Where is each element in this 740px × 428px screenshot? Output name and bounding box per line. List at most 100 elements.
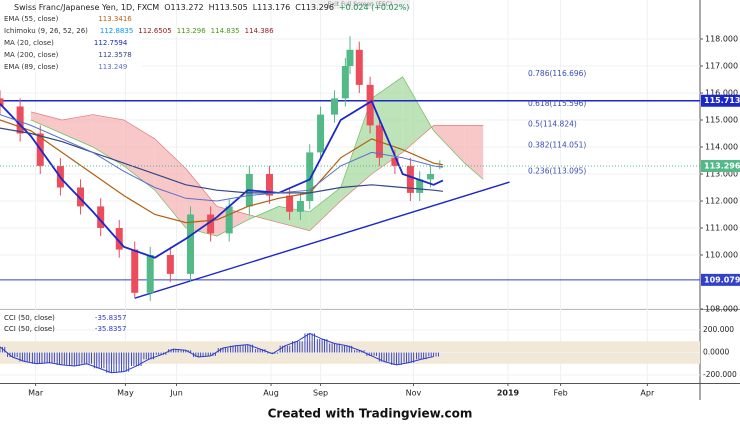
legend-row: MA (200, close) 112.3578 [4, 51, 132, 59]
candle-body [296, 200, 304, 212]
candle-body [115, 227, 123, 250]
legend-item: EMA (89, close) [4, 63, 59, 71]
legend-bg [2, 14, 142, 24]
cci-legend: CCI (50, close) -35.8357 [4, 314, 126, 322]
cci-legend-value: -35.8357 [95, 325, 126, 333]
y-tick-label: 114.000 [705, 142, 738, 151]
fib-label: 0.382(114.051) [528, 141, 586, 150]
header: Swiss Franc/Japanese Yen, 1D, FXCM O113.2… [14, 3, 409, 12]
y-tick-label: 116.000 [705, 88, 738, 97]
cloud-segment [464, 125, 484, 180]
cloud-segment [340, 98, 372, 201]
cci-legend-name: CCI (50, close) [4, 325, 55, 333]
x-tick-label: Mar [28, 389, 44, 398]
legend-bg [2, 50, 142, 60]
exit-note[interactable]: Exit Full Screen (ESC) [328, 1, 392, 8]
cloud-segment [433, 125, 465, 164]
cci-tick-label: 0.0000 [703, 348, 729, 357]
fib-label: 0.236(113.095) [528, 166, 586, 175]
legend-item: 113.296 [177, 27, 206, 35]
candle-body [346, 49, 354, 66]
header-open: O113.272 [164, 3, 203, 12]
x-tick-label: Aug [263, 389, 279, 398]
cci-line [0, 332, 434, 374]
cloud-segment [402, 76, 434, 153]
x-tick-label: Jun [169, 389, 183, 398]
cloud-segment [154, 138, 186, 228]
legend-row: EMA (55, close) 113.3416 [4, 15, 132, 23]
legend-item: MA (20, close) [4, 39, 54, 47]
indicator-line [0, 127, 443, 194]
level-label: 115.713 [704, 96, 740, 105]
fib-label: 0.786(116.696) [528, 69, 586, 78]
legend-item: 113.3416 [98, 15, 132, 23]
candle-body [391, 157, 399, 166]
indicator-line [0, 114, 443, 202]
candle-body [97, 206, 105, 228]
legend-item: 113.249 [98, 63, 127, 71]
y-tick-label: 108.000 [705, 305, 738, 314]
y-tick-label: 115.000 [705, 115, 738, 124]
fib-label: 0.618(115.596) [528, 99, 586, 108]
candle-body [146, 254, 154, 293]
level-label-box [701, 273, 740, 286]
legend-item: 114.386 [245, 27, 274, 35]
legend-item: 112.8835 [100, 27, 133, 35]
candle-body [406, 165, 414, 193]
level-label: 109.079 [704, 275, 740, 284]
y-tick-label: 118.000 [705, 34, 738, 43]
candle-body [0, 98, 4, 107]
x-tick-label: Sep [313, 389, 328, 398]
candle-body [317, 114, 325, 153]
y-tick-label: 111.000 [705, 223, 738, 232]
y-tick-label: 112.000 [705, 196, 738, 205]
candle-body [366, 84, 374, 126]
candle-body [131, 249, 139, 293]
candle-body [166, 254, 174, 274]
cloud-segment [61, 114, 93, 147]
candle-body [341, 65, 349, 99]
cci-tick-label: 200.000 [703, 325, 734, 334]
candle-body [265, 173, 273, 196]
candle-body [306, 152, 314, 201]
candle-body [427, 173, 435, 180]
cloud-segment [30, 111, 62, 134]
candle-body [331, 98, 339, 115]
header-low: L113.176 [253, 3, 291, 12]
cloud-segment [247, 206, 279, 223]
legend-item: 112.6505 [138, 27, 171, 35]
header-high: H113.505 [209, 3, 248, 12]
legend-bg [2, 26, 307, 36]
layer-mid [0, 36, 700, 374]
last-price-box [701, 160, 740, 173]
legend-item: 114.835 [211, 27, 240, 35]
indicator-line [0, 99, 444, 259]
cloud-span-b [30, 111, 484, 232]
legend-row: EMA (89, close) 113.249 [4, 63, 127, 71]
legend-item: MA (200, close) [4, 51, 59, 59]
candle-body [186, 214, 194, 274]
legend-item: EMA (55, close) [4, 15, 59, 23]
candle-body [207, 214, 215, 234]
x-tick-label: Apr [640, 389, 655, 398]
y-tick-label: 110.000 [705, 250, 738, 259]
cloud-span-a [30, 76, 484, 237]
footer: Created with Tradingview.com [268, 407, 473, 421]
trendline [134, 181, 510, 299]
candle-body [77, 187, 85, 207]
header-change: +0.024 (+0.02%) [339, 3, 410, 12]
x-tick-label: 2019 [497, 389, 520, 398]
x-tick-label: Nov [406, 389, 422, 398]
fib-label: 0.5(114.824) [528, 120, 577, 129]
legend-bg [2, 38, 142, 48]
legend-item: 112.7594 [94, 39, 128, 47]
candle-body [16, 106, 24, 134]
cci-tick-label: -200.000 [703, 370, 737, 379]
y-tick-label: 113.000 [705, 169, 738, 178]
x-tick-label: May [117, 389, 134, 398]
header-symbol: Swiss Franc/Japanese Yen, 1D, FXCM [14, 3, 159, 12]
candle-body [416, 179, 424, 193]
exit-box[interactable] [310, 0, 410, 9]
x-tick-label: Feb [554, 389, 568, 398]
